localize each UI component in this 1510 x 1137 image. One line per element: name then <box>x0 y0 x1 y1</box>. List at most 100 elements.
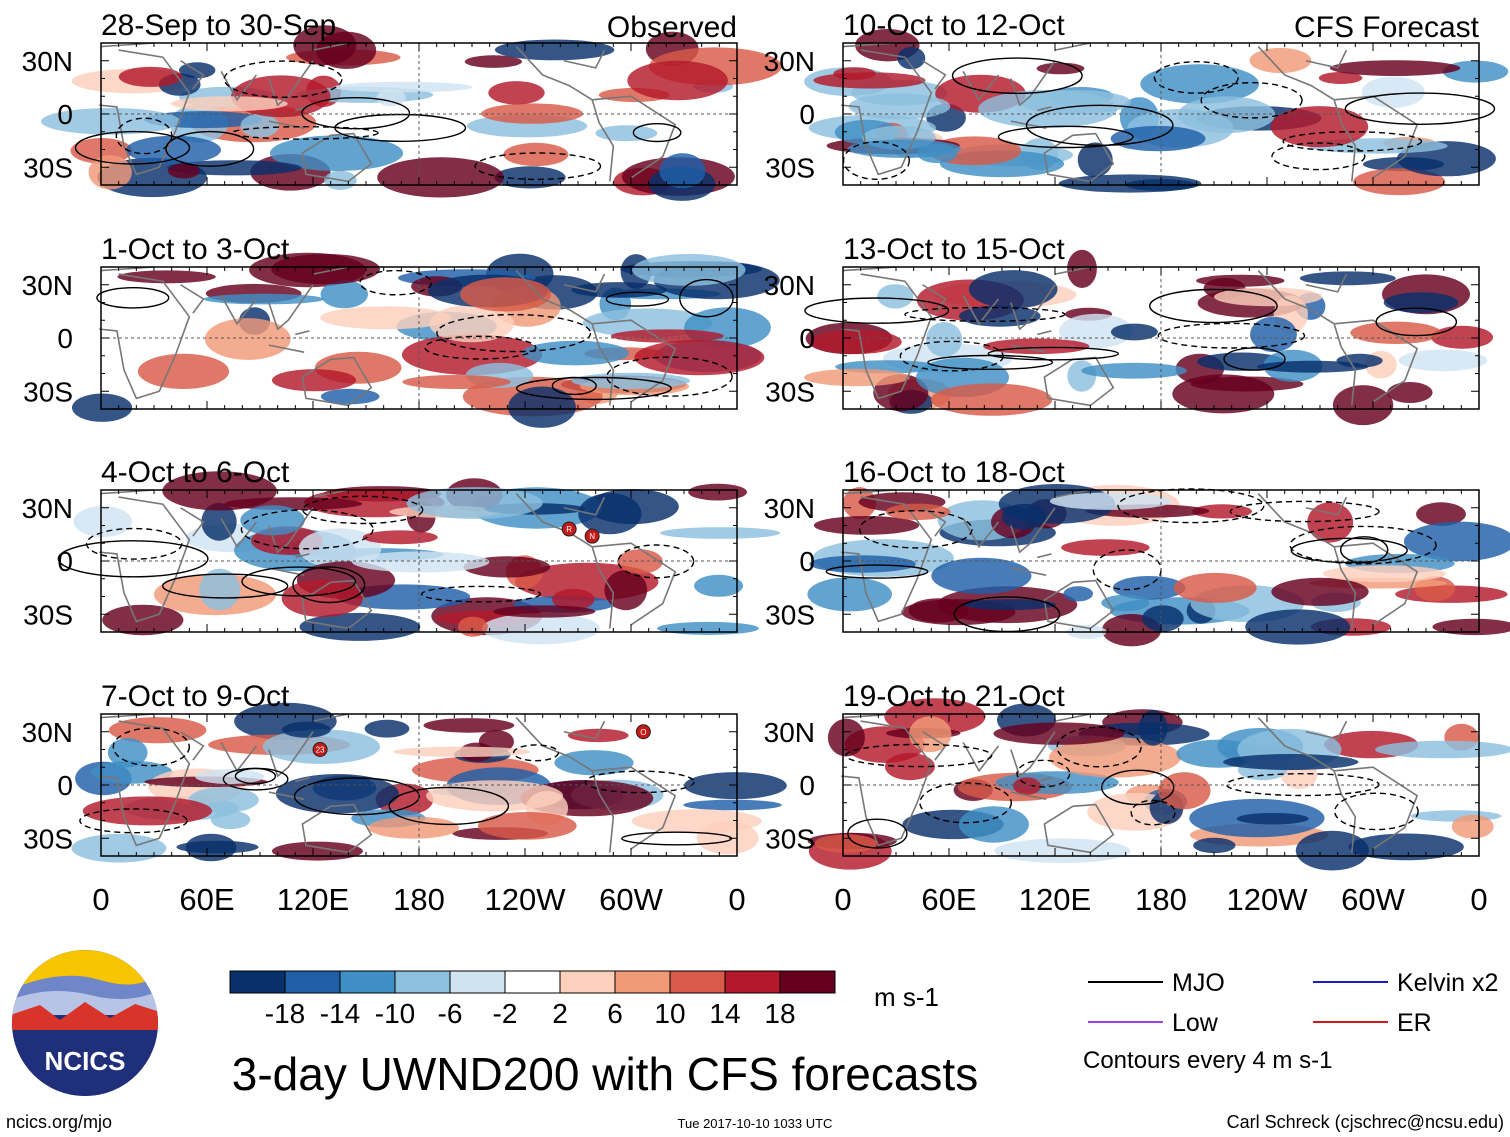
anomaly-blob <box>168 163 200 179</box>
anomaly-blob <box>814 834 878 853</box>
storm-symbol <box>635 724 651 740</box>
anomaly-blob <box>684 772 787 800</box>
anomaly-blob <box>1063 586 1093 602</box>
storm-symbol <box>561 521 577 537</box>
anomaly-blob <box>1451 814 1494 839</box>
colorbar-swatch <box>559 970 616 994</box>
anomaly-field <box>72 252 780 428</box>
contour-negative <box>617 544 695 579</box>
colorbar-swatch <box>504 970 561 994</box>
coast-australia <box>301 579 373 630</box>
panel-forecast-1: 30N 0 30S 10-Oct to 12-Oct CFS Forecast <box>764 9 1509 196</box>
contour-positive <box>161 573 289 599</box>
coast-africa <box>841 49 933 176</box>
anomaly-blob <box>368 816 460 839</box>
anomaly-blob <box>464 55 522 68</box>
anomaly-blob <box>1059 313 1133 349</box>
panel-period-label: 10-Oct to 12-Oct <box>843 9 1065 42</box>
anomaly-blob <box>1329 60 1461 76</box>
anomaly-blob <box>930 383 1053 416</box>
anomaly-blob <box>126 135 221 165</box>
contour-positive <box>165 130 255 167</box>
y-tick-label: 30N <box>764 493 815 524</box>
mjo-contours <box>804 288 1458 372</box>
anomaly-blob <box>884 698 986 735</box>
coast-asia <box>180 507 258 549</box>
contour-negative <box>1200 82 1303 119</box>
anomaly-blob <box>848 93 951 120</box>
x-tick-label: 0 <box>728 882 745 917</box>
anomaly-blob <box>224 497 363 511</box>
y-tick-label: 30N <box>22 270 73 301</box>
anomaly-blob <box>897 46 926 70</box>
footer-site[interactable]: ncics.org/mjo <box>6 1112 112 1132</box>
legend-label: Kelvin x2 <box>1397 969 1498 997</box>
anomaly-blob <box>176 840 259 854</box>
anomaly-blob <box>1416 502 1466 526</box>
colorbar-tick-label: 18 <box>764 998 795 1029</box>
colorbar-tick-label: -2 <box>493 998 518 1029</box>
anomaly-blob <box>171 96 288 112</box>
contour-positive <box>997 125 1134 149</box>
anomaly-blob <box>1177 96 1276 134</box>
anomaly-blob <box>73 506 132 537</box>
anomaly-blob <box>299 612 421 641</box>
y-tick-label: 30S <box>765 599 815 630</box>
anomaly-blob <box>1173 572 1257 603</box>
colorbar: -18 -14 -10 -6 -2 2 6 10 14 18 <box>229 970 836 1029</box>
contour-negative <box>1056 726 1142 768</box>
anomaly-blob <box>1077 142 1113 178</box>
anomaly-blob <box>1110 323 1158 341</box>
colorbar-swatch <box>284 970 341 994</box>
mjo-contours <box>74 60 682 181</box>
coast-asia <box>922 60 1000 102</box>
panel-forecast-4: 30N 0 30S 19-Oct to 21-Oct <box>764 680 1510 871</box>
anomaly-blob <box>694 574 744 597</box>
anomaly-blob <box>1432 618 1510 636</box>
contour-positive <box>292 566 366 604</box>
anomaly-blob <box>634 339 765 376</box>
y-tick-label: 30N <box>764 46 815 77</box>
x-axis-right: 0 60E 120E 180 120W 60W 0 <box>834 882 1487 917</box>
contour-positive <box>804 297 950 324</box>
anomaly-blob <box>494 166 566 189</box>
anomaly-blob <box>117 270 216 284</box>
anomaly-blob <box>351 551 490 573</box>
anomaly-blob <box>660 527 781 539</box>
x-tick-label: 120W <box>485 882 567 917</box>
anomaly-blob <box>994 838 1131 864</box>
anomaly-blob <box>503 142 569 167</box>
contour-negative <box>359 269 433 296</box>
contour-negative <box>919 782 1012 824</box>
anomaly-blob <box>1142 605 1184 632</box>
coast-africa <box>841 273 933 400</box>
y-tick-label: 30N <box>764 717 815 748</box>
coast-americas <box>515 270 677 406</box>
coast-australia <box>1043 579 1115 630</box>
coast-americas <box>515 493 677 629</box>
anomaly-blob <box>426 780 564 812</box>
anomaly-blob <box>578 493 642 535</box>
anomaly-blob <box>807 577 892 612</box>
anomaly-blob <box>1299 271 1396 286</box>
contour-negative <box>1334 792 1419 831</box>
storm-label: N <box>589 532 595 541</box>
anomaly-blob <box>1318 72 1363 84</box>
anomaly-blob <box>632 254 746 286</box>
anomaly-field <box>71 702 787 863</box>
panel-corner-label: Observed <box>607 11 737 44</box>
panel-grid: 30N 0 30S 28-Sep to 30-Sep Observed 30N 0 30S 1-… <box>22 9 1510 871</box>
ncics-logo: NCICS <box>12 950 158 1096</box>
contour-negative <box>85 527 183 560</box>
colorbar-swatch <box>339 970 396 994</box>
y-tick-label: 30N <box>22 46 73 77</box>
anomaly-blob <box>617 549 663 574</box>
panel-ticks <box>842 42 1480 186</box>
storm-label: O <box>640 728 646 737</box>
contour-negative <box>420 585 542 603</box>
panel-observed-3: R N 30N 0 30S 4-Oct to 6-Oct <box>22 456 781 645</box>
anomaly-blob <box>521 340 629 366</box>
contour-positive <box>987 346 1120 361</box>
y-tick-label: 30S <box>765 823 815 854</box>
contour-positive <box>74 130 191 165</box>
